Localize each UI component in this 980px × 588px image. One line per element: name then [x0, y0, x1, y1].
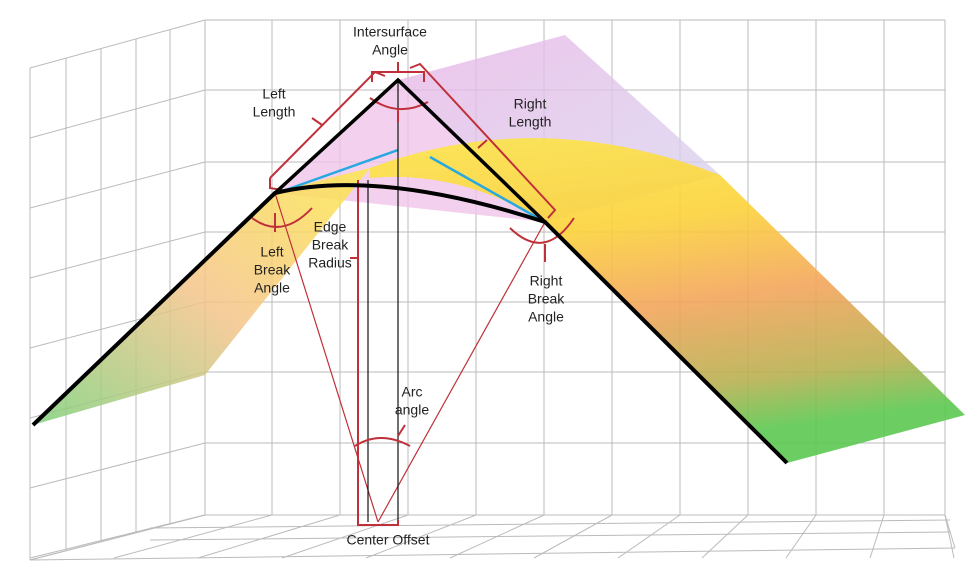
grid-line	[29, 442, 206, 489]
label: Length	[253, 104, 296, 120]
label: Angle	[372, 42, 408, 58]
label: Break	[254, 262, 292, 278]
label: Break	[312, 237, 350, 253]
label: Right	[530, 273, 563, 289]
pointers	[274, 110, 546, 437]
label: Angle	[528, 309, 564, 325]
left-surface	[33, 168, 370, 425]
label: Center Offset	[346, 532, 429, 548]
label: Length	[509, 114, 552, 130]
left-break-arc	[251, 207, 313, 228]
tangent-left	[279, 148, 399, 194]
label: Left	[260, 244, 283, 260]
label: Radius	[308, 255, 352, 271]
grid-line	[449, 514, 545, 559]
grid-line	[197, 514, 341, 559]
grid-line	[785, 514, 817, 559]
grid-line	[533, 514, 613, 559]
arc-angle-arc	[354, 437, 411, 447]
grid-line	[944, 514, 955, 559]
grid-line	[365, 514, 477, 559]
labels: Intersurface Angle Left Length Right Length Ed…	[253, 24, 566, 548]
label: Arc	[402, 384, 423, 400]
grid-line	[149, 531, 951, 541]
label: Left	[262, 86, 285, 102]
label: Angle	[254, 280, 290, 296]
grid-line	[29, 514, 206, 559]
label: Right	[514, 96, 547, 112]
grid-line	[617, 514, 681, 559]
grid-line	[29, 231, 206, 279]
label: Intersurface	[353, 24, 427, 40]
grid-line	[281, 514, 409, 559]
brackets	[251, 62, 575, 526]
sharp-profile	[273, 77, 547, 224]
tangent-right	[429, 155, 546, 224]
grid-line	[869, 514, 885, 559]
label: angle	[395, 402, 429, 418]
radius-left	[274, 192, 379, 523]
radius-bracket	[350, 180, 399, 526]
grid-line	[29, 19, 206, 69]
right-length-bracket	[409, 62, 557, 219]
intersurface-bracket	[371, 62, 425, 82]
grid-line	[29, 161, 206, 209]
right-surface	[370, 138, 965, 463]
edge-profile	[31, 183, 789, 465]
label: Break	[528, 291, 566, 307]
grid-line	[29, 89, 206, 139]
grid-line	[701, 514, 749, 559]
right-break-arc	[509, 217, 575, 244]
radius-right	[377, 221, 546, 523]
grid-line	[29, 547, 956, 561]
grid-line	[113, 514, 273, 559]
grid-line	[149, 519, 951, 529]
label: Edge	[314, 219, 347, 235]
